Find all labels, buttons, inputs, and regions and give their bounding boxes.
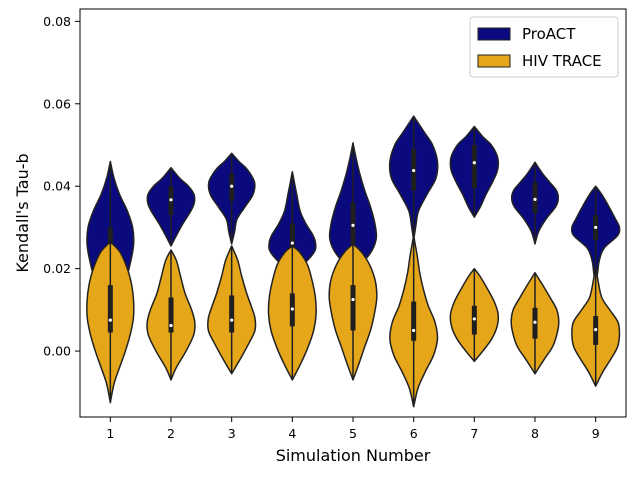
violins-layer (86, 115, 621, 408)
x-axis-label: Simulation Number (276, 446, 431, 465)
median-point-proact-sim-5 (351, 223, 355, 227)
y-axis: 0.00 0.02 0.04 0.06 0.08 (43, 14, 80, 359)
iqr-box-proact-sim-8 (532, 182, 538, 213)
median-point-hiv-trace-sim-6 (412, 328, 416, 333)
x-tick-label: 2 (167, 426, 175, 441)
legend-swatch-hiv-trace (477, 54, 511, 68)
median-point-proact-sim-9 (594, 225, 598, 230)
median-point-hiv-trace-sim-3 (230, 318, 234, 322)
median-point-hiv-trace-sim-4 (290, 307, 294, 311)
median-point-hiv-trace-sim-5 (351, 297, 355, 302)
iqr-box-hiv-trace-sim-3 (229, 295, 235, 333)
iqr-box-hiv-trace-sim-1 (107, 285, 113, 333)
x-tick-label: 9 (592, 426, 600, 441)
median-point-proact-sim-4 (290, 241, 294, 245)
y-tick-label: 0.02 (43, 261, 71, 276)
x-tick-label: 1 (106, 426, 114, 441)
median-point-proact-sim-2 (169, 198, 173, 202)
iqr-box-hiv-trace-sim-5 (350, 285, 356, 331)
median-point-hiv-trace-sim-8 (533, 320, 537, 324)
median-point-hiv-trace-sim-7 (472, 317, 476, 321)
median-point-hiv-trace-sim-2 (169, 323, 173, 328)
legend-label-hiv-trace: HIV TRACE (522, 52, 602, 70)
iqr-box-hiv-trace-sim-2 (168, 297, 174, 333)
median-point-proact-sim-7 (472, 161, 476, 165)
median-point-hiv-trace-sim-1 (108, 318, 112, 322)
legend-swatch-proact (477, 27, 511, 41)
y-tick-label: 0.00 (43, 344, 71, 359)
y-tick-label: 0.08 (43, 14, 71, 29)
x-tick-label: 7 (470, 426, 478, 441)
y-tick-label: 0.06 (43, 96, 71, 111)
x-tick-label: 4 (288, 426, 296, 441)
median-point-proact-sim-6 (412, 168, 416, 173)
x-axis: 1 2 3 4 5 6 7 8 9 (106, 417, 600, 441)
iqr-box-proact-sim-5 (350, 202, 356, 244)
legend-label-proact: ProACT (522, 25, 576, 43)
iqr-box-proact-sim-4 (289, 223, 295, 255)
x-tick-label: 6 (410, 426, 418, 441)
legend: ProACT HIV TRACE (469, 16, 619, 78)
y-axis-label: Kendall's Tau-b (13, 153, 32, 272)
median-point-proact-sim-8 (533, 197, 537, 201)
median-point-hiv-trace-sim-9 (594, 328, 598, 332)
x-tick-label: 3 (228, 426, 236, 441)
y-tick-label: 0.04 (43, 179, 71, 194)
x-tick-label: 8 (531, 426, 539, 441)
median-point-proact-sim-3 (230, 184, 234, 188)
iqr-box-proact-sim-7 (471, 145, 477, 189)
x-tick-label: 5 (349, 426, 357, 441)
iqr-box-hiv-trace-sim-6 (411, 301, 417, 341)
